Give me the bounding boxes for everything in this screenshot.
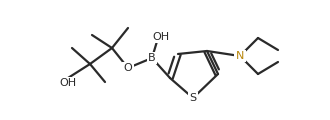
Text: O: O [124, 63, 132, 73]
Text: S: S [189, 93, 197, 103]
Text: N: N [236, 51, 244, 61]
Text: OH: OH [59, 78, 77, 88]
Text: OH: OH [152, 32, 170, 42]
Text: B: B [148, 53, 156, 63]
